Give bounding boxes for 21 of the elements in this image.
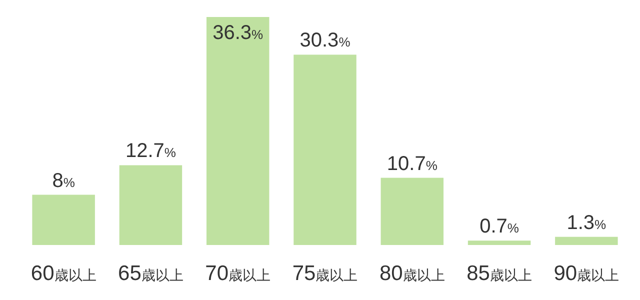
x-tick-label: 80歳以上 (379, 262, 445, 285)
bar (555, 236, 618, 245)
x-tick-label: 75歳以上 (292, 262, 358, 285)
bar (468, 240, 531, 245)
x-tick-label: 70歳以上 (205, 262, 271, 285)
x-tick-label: 85歳以上 (466, 262, 532, 285)
data-label: 36.3% (212, 22, 264, 44)
data-label: 8% (52, 170, 76, 192)
data-label: 0.7% (480, 216, 520, 238)
bar (206, 17, 270, 245)
data-label: 1.3% (566, 212, 607, 234)
bar (119, 165, 182, 245)
bar (380, 178, 444, 245)
x-tick-label: 60歳以上 (30, 262, 96, 285)
x-tick-label: 90歳以上 (554, 262, 620, 285)
data-label: 10.7% (386, 152, 438, 175)
bar (32, 194, 95, 245)
x-tick-label: 65歳以上 (118, 262, 184, 285)
bar (294, 54, 356, 245)
data-label: 30.3% (300, 30, 351, 52)
data-label: 12.7% (125, 140, 176, 162)
